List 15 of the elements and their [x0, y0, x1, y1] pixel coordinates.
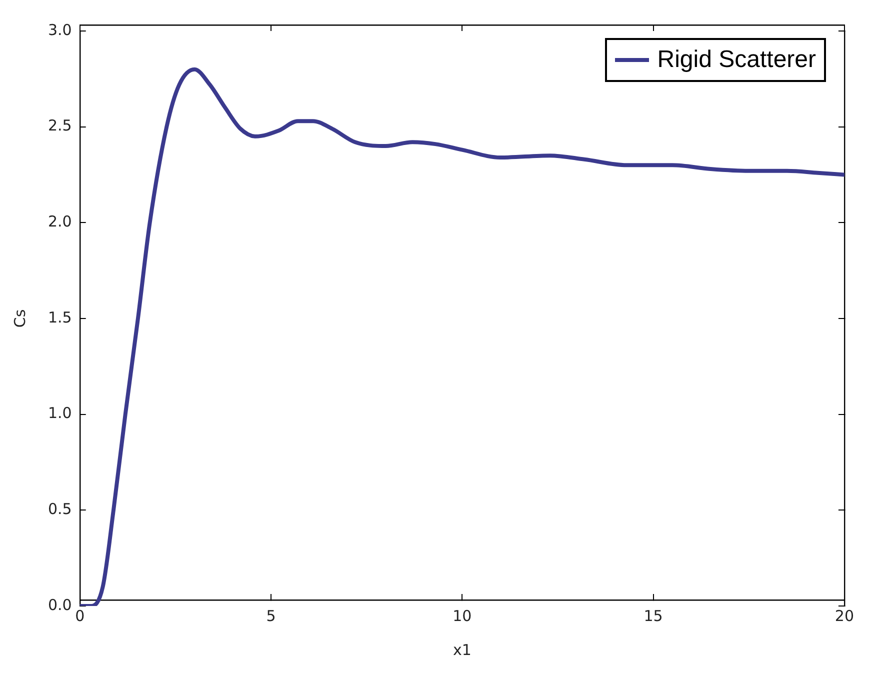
y-tick-label: 3.0	[48, 20, 72, 39]
y-tick-label: 1.5	[48, 308, 72, 326]
y-axis-title: Cs	[10, 309, 29, 328]
y-tick-label: 2.0	[48, 212, 72, 231]
y-tick-label: 0.0	[48, 596, 72, 614]
x-tick-label: 5	[266, 606, 276, 625]
legend-label: Rigid Scatterer	[657, 46, 816, 74]
x-tick-label: 20	[834, 606, 854, 625]
y-tick-label: 1.0	[48, 404, 72, 422]
x-tick-label: 15	[644, 606, 663, 625]
y-tick-label: 0.5	[48, 500, 72, 518]
x-tick-label: 10	[452, 606, 472, 625]
x-axis-title: x1	[452, 640, 472, 659]
y-tick-label: 2.5	[48, 116, 72, 135]
x-tick-label: 0	[75, 606, 85, 625]
